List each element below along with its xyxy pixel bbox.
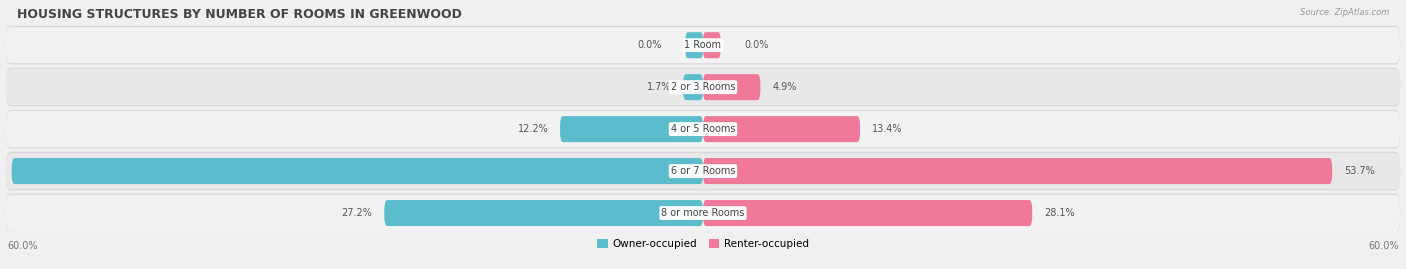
FancyBboxPatch shape — [683, 74, 703, 100]
FancyBboxPatch shape — [6, 195, 1400, 231]
Text: 28.1%: 28.1% — [1043, 208, 1074, 218]
Text: 4 or 5 Rooms: 4 or 5 Rooms — [671, 124, 735, 134]
FancyBboxPatch shape — [6, 68, 1400, 107]
FancyBboxPatch shape — [703, 116, 860, 142]
Text: 1.7%: 1.7% — [647, 82, 672, 92]
FancyBboxPatch shape — [384, 200, 703, 226]
FancyBboxPatch shape — [703, 200, 1032, 226]
Text: 13.4%: 13.4% — [872, 124, 903, 134]
Text: Source: ZipAtlas.com: Source: ZipAtlas.com — [1299, 8, 1389, 17]
FancyBboxPatch shape — [6, 194, 1400, 232]
Text: 2 or 3 Rooms: 2 or 3 Rooms — [671, 82, 735, 92]
FancyBboxPatch shape — [6, 69, 1400, 105]
Text: 27.2%: 27.2% — [342, 208, 373, 218]
Text: HOUSING STRUCTURES BY NUMBER OF ROOMS IN GREENWOOD: HOUSING STRUCTURES BY NUMBER OF ROOMS IN… — [17, 8, 461, 21]
Text: 53.7%: 53.7% — [1344, 166, 1375, 176]
Text: 12.2%: 12.2% — [517, 124, 548, 134]
FancyBboxPatch shape — [6, 152, 1400, 190]
Text: 4.9%: 4.9% — [772, 82, 797, 92]
Text: 8 or more Rooms: 8 or more Rooms — [661, 208, 745, 218]
Text: 0.0%: 0.0% — [637, 40, 662, 50]
FancyBboxPatch shape — [703, 158, 1333, 184]
FancyBboxPatch shape — [11, 158, 703, 184]
FancyBboxPatch shape — [6, 110, 1400, 148]
FancyBboxPatch shape — [560, 116, 703, 142]
Text: 60.0%: 60.0% — [7, 241, 38, 252]
FancyBboxPatch shape — [6, 27, 1400, 63]
Text: 1 Room: 1 Room — [685, 40, 721, 50]
Text: 6 or 7 Rooms: 6 or 7 Rooms — [671, 166, 735, 176]
FancyBboxPatch shape — [6, 153, 1400, 189]
Text: 0.0%: 0.0% — [744, 40, 769, 50]
FancyBboxPatch shape — [6, 111, 1400, 147]
FancyBboxPatch shape — [6, 26, 1400, 65]
FancyBboxPatch shape — [703, 74, 761, 100]
Legend: Owner-occupied, Renter-occupied: Owner-occupied, Renter-occupied — [593, 235, 813, 253]
Text: 60.0%: 60.0% — [1368, 241, 1399, 252]
FancyBboxPatch shape — [703, 32, 721, 58]
FancyBboxPatch shape — [686, 32, 703, 58]
